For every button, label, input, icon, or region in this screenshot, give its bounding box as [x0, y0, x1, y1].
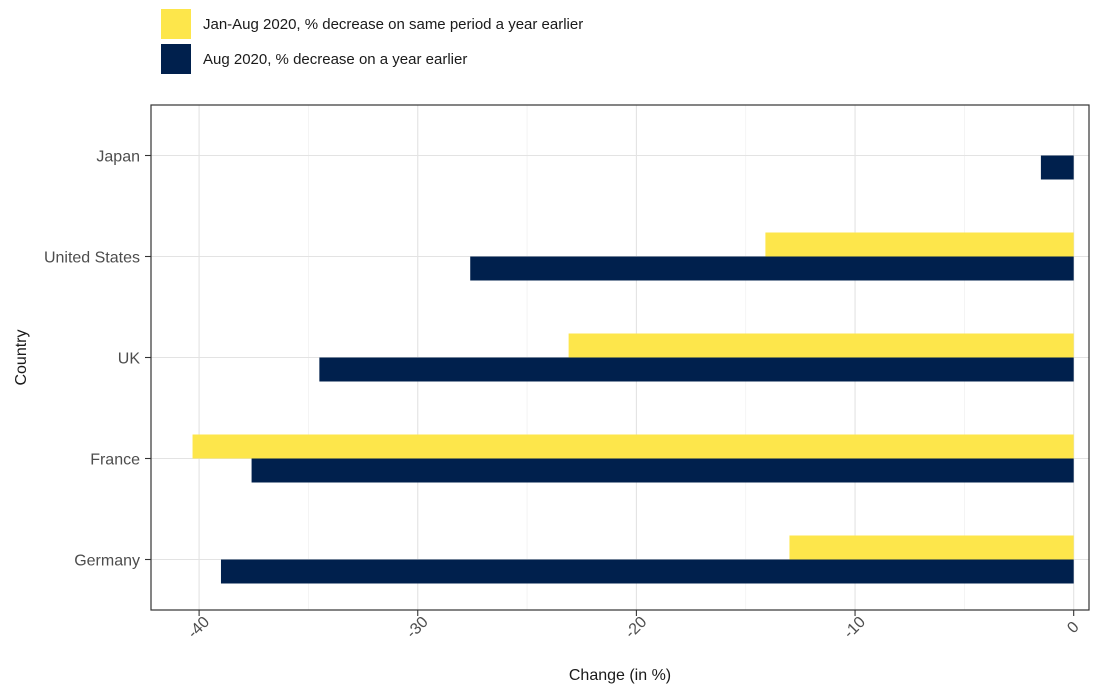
bar-france-series-1	[192, 434, 1074, 459]
bars	[192, 155, 1074, 584]
x-axis: -40 -30 -20 -10 0	[185, 610, 1083, 642]
y-tick-label: United States	[44, 250, 140, 267]
x-tick-label: -40	[185, 614, 213, 642]
y-axis-title: Country	[13, 329, 30, 385]
x-axis-title: Change (in %)	[569, 667, 671, 684]
y-tick-label: UK	[118, 351, 141, 368]
legend-label-1: Jan-Aug 2020, % decrease on same period …	[203, 16, 583, 33]
bar-united-states-series-1	[765, 232, 1074, 257]
y-axis: Japan United States UK France Germany	[44, 149, 151, 570]
legend-label-2: Aug 2020, % decrease on a year earlier	[203, 51, 467, 68]
x-tick-label: 0	[1064, 619, 1082, 637]
y-tick-label: Germany	[74, 553, 140, 570]
bar-japan-series-2	[1040, 155, 1074, 180]
y-tick-label: Japan	[96, 149, 140, 166]
legend: Jan-Aug 2020, % decrease on same period …	[161, 9, 583, 74]
x-tick-label: -30	[403, 614, 431, 642]
y-tick-label: France	[90, 452, 140, 469]
x-tick-label: -10	[841, 614, 869, 642]
bar-united-states-series-2	[470, 256, 1074, 281]
bar-germany-series-2	[220, 559, 1074, 584]
bar-uk-series-1	[568, 333, 1074, 358]
bar-uk-series-2	[319, 357, 1074, 382]
bar-france-series-2	[251, 458, 1074, 483]
legend-key-1	[161, 9, 191, 39]
legend-key-2	[161, 44, 191, 74]
x-tick-label: -20	[622, 614, 650, 642]
bar-germany-series-1	[789, 535, 1074, 560]
